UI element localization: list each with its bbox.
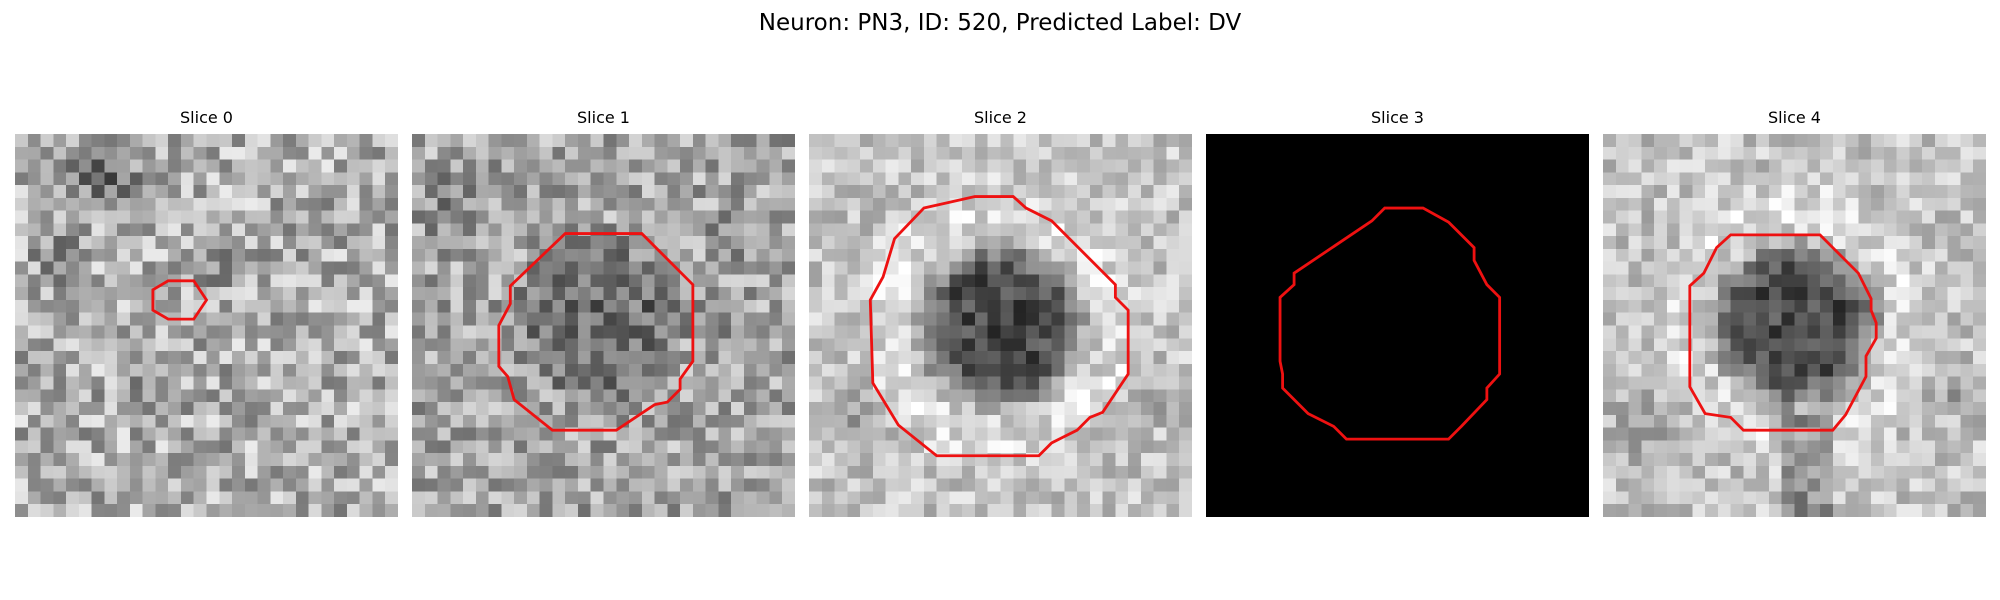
slice-image [1206, 134, 1589, 517]
panel-slice-0: Slice 0 [15, 108, 398, 517]
slice-image [15, 134, 398, 517]
roi-polygon [868, 195, 1130, 458]
slice-image [1603, 134, 1986, 517]
panel-slice-3: Slice 3 [1206, 108, 1589, 517]
panel-title: Slice 2 [974, 108, 1027, 127]
panel-slice-1: Slice 1 [412, 108, 795, 517]
panel-slice-2: Slice 2 [809, 108, 1192, 517]
panel-title: Slice 3 [1371, 108, 1424, 127]
roi-polygon [1688, 233, 1878, 432]
roi-contour [1278, 206, 1502, 441]
panel-title: Slice 4 [1768, 108, 1821, 127]
roi-contour [497, 232, 695, 432]
panel-title: Slice 0 [180, 108, 233, 127]
figure-title: Neuron: PN3, ID: 520, Predicted Label: D… [758, 10, 1242, 36]
roi-polygon [497, 232, 695, 432]
roi-contour [151, 279, 209, 321]
panel-title: Slice 1 [577, 108, 630, 127]
roi-polygon [151, 279, 209, 321]
roi-contour [868, 195, 1130, 458]
panel-slice-4: Slice 4 [1603, 108, 1986, 517]
roi-contour [1688, 233, 1878, 432]
slice-image [412, 134, 795, 517]
roi-polygon [1278, 206, 1502, 441]
